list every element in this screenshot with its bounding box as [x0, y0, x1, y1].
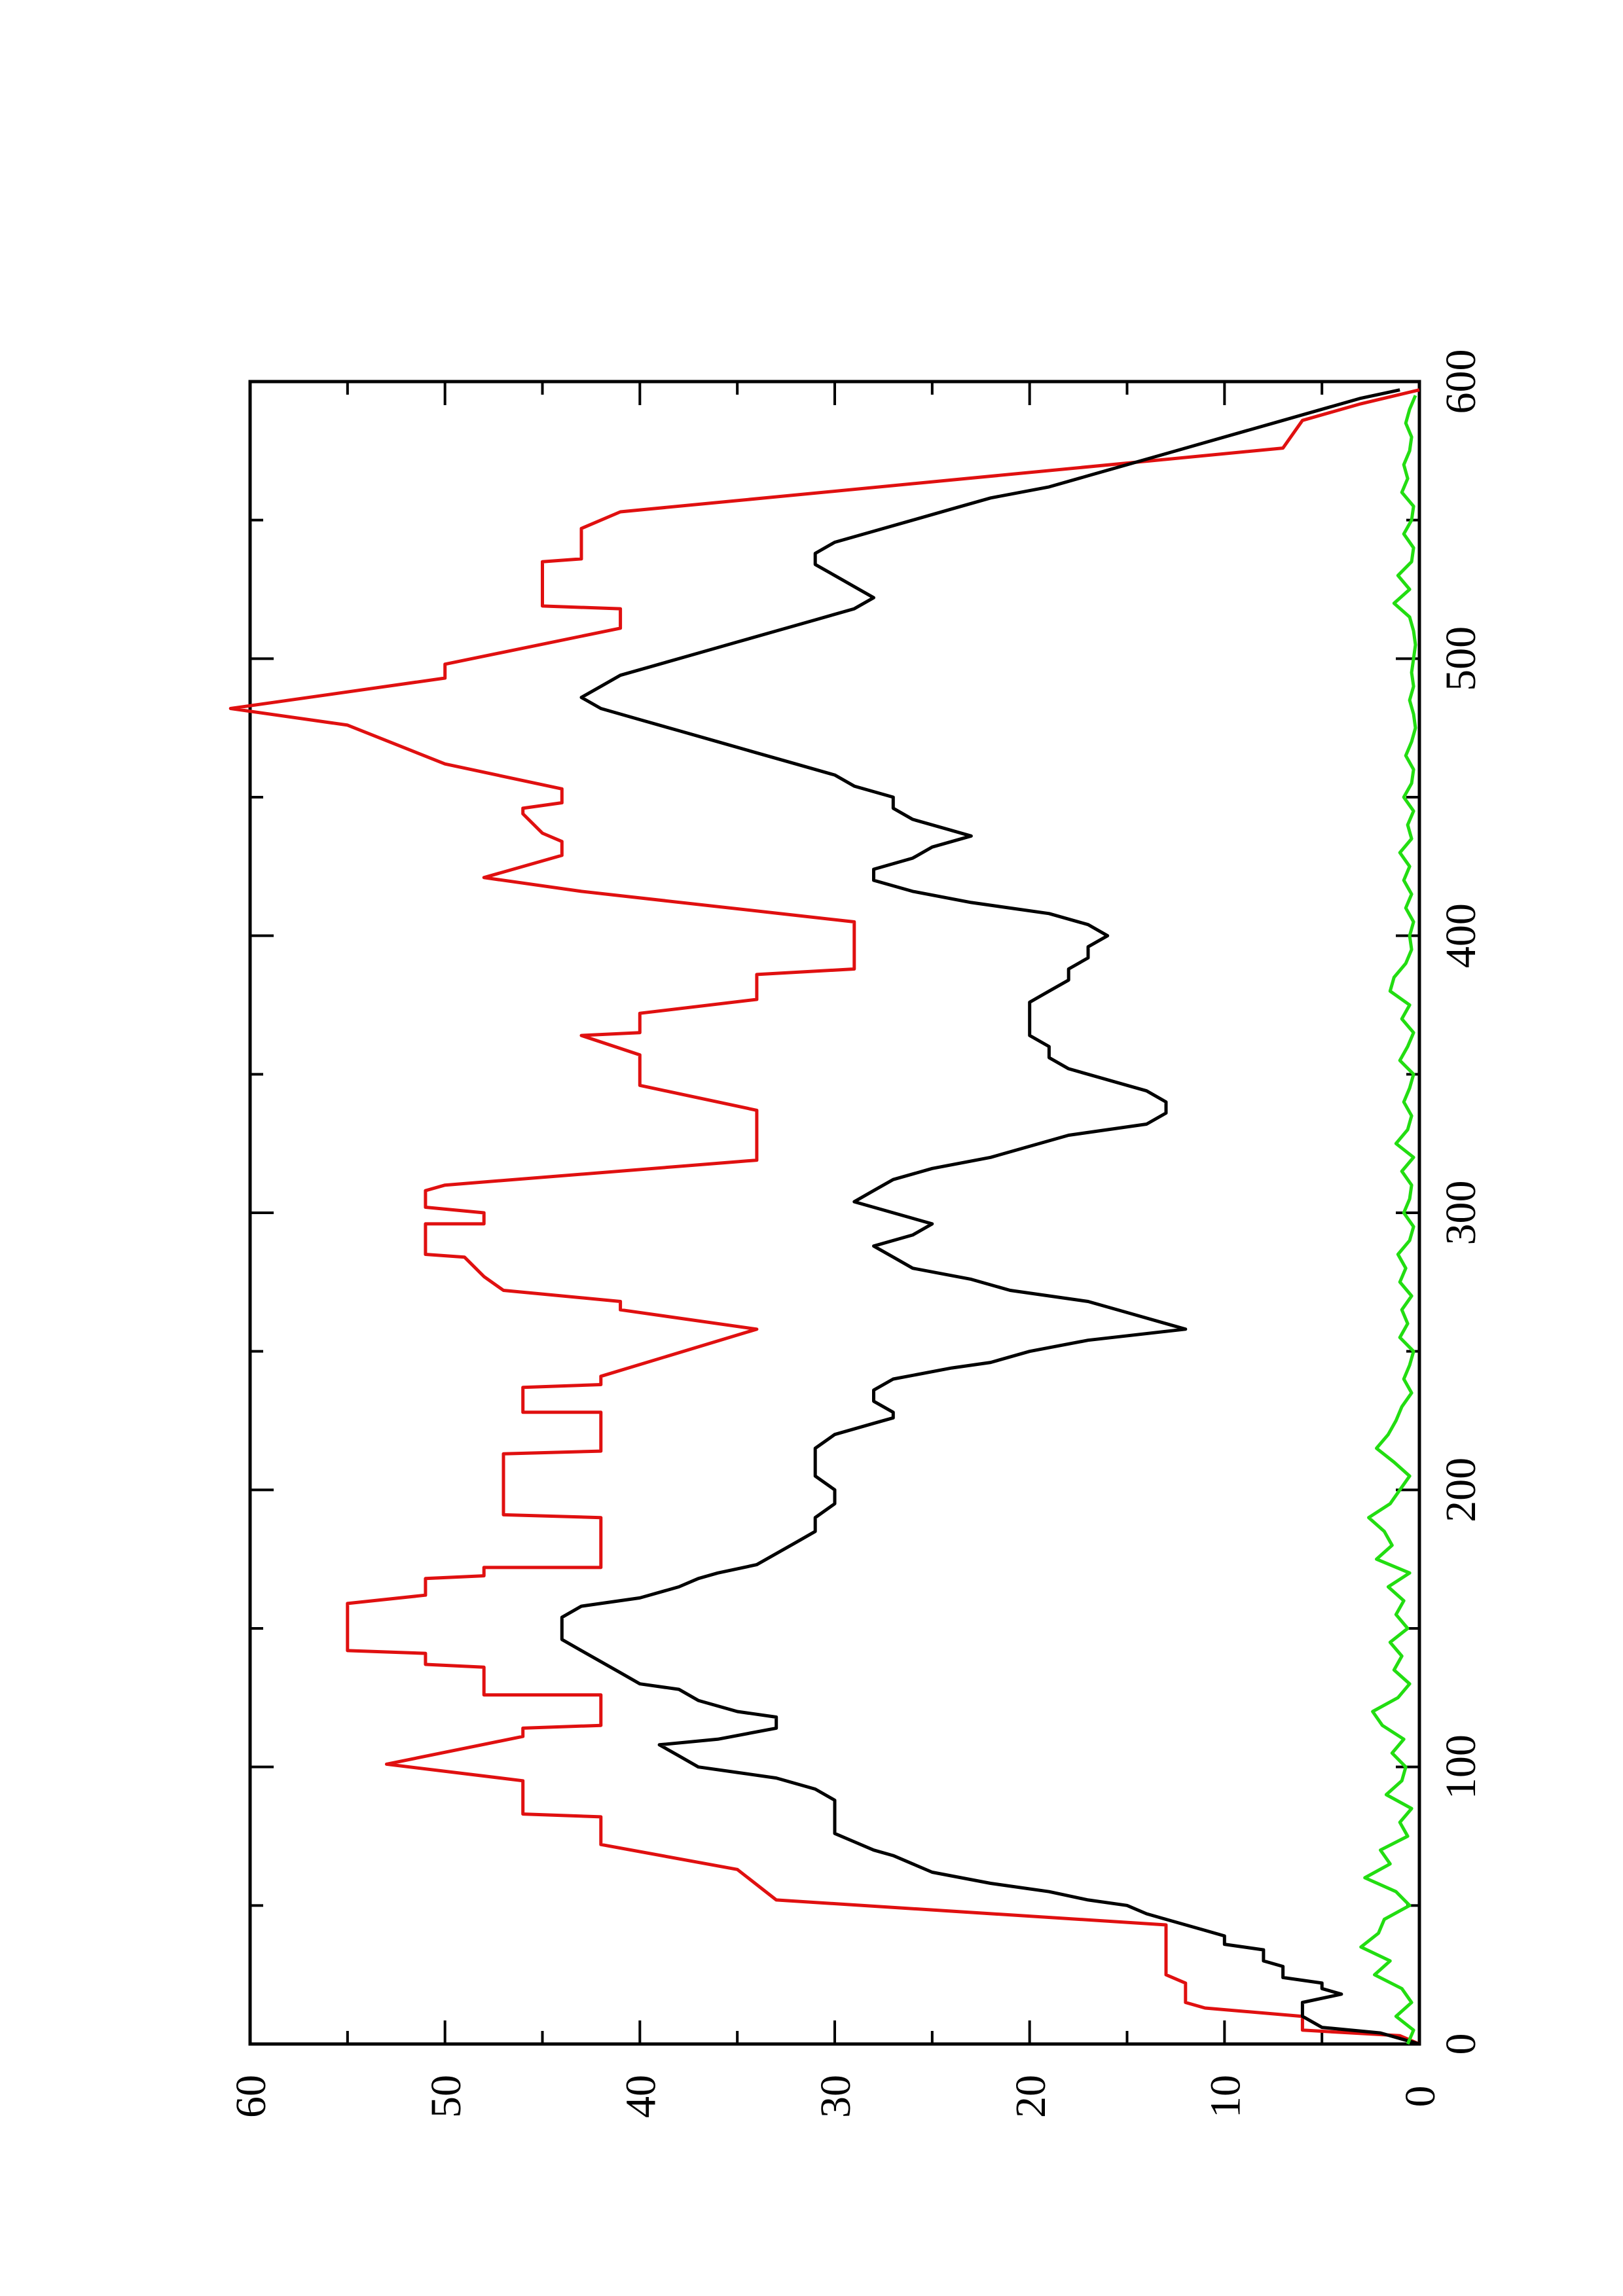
x-tick-labels: 0 100 200 300 400 500 600 [1437, 350, 1485, 2055]
y-tick-label: 60 [227, 2075, 275, 2118]
y-tick-label: 40 [617, 2075, 665, 2118]
y-tick-label: 0 [1396, 2086, 1444, 2108]
y-tick-label: 10 [1201, 2075, 1249, 2118]
x-tick-label: 600 [1437, 350, 1485, 414]
y-tick-label: 30 [812, 2075, 860, 2118]
y-tick-label: 50 [422, 2075, 470, 2118]
axis-ticks [249, 380, 1421, 2045]
series-line-3 [1359, 395, 1417, 2045]
x-tick-label: 400 [1437, 903, 1485, 968]
x-tick-label: 0 [1437, 2034, 1485, 2055]
y-tick-labels: 0 10 20 30 40 50 60 [227, 2075, 1444, 2118]
x-tick-label: 200 [1437, 1458, 1485, 1522]
y-tick-label: 20 [1007, 2075, 1055, 2118]
series-lines [228, 388, 1420, 2046]
plot-frame [248, 380, 1421, 2046]
x-tick-label: 300 [1437, 1181, 1485, 1246]
x-tick-label: 500 [1437, 626, 1485, 691]
series-line-2 [560, 388, 1420, 2046]
series-line-1 [228, 388, 1420, 2046]
x-tick-label: 100 [1437, 1734, 1485, 1799]
